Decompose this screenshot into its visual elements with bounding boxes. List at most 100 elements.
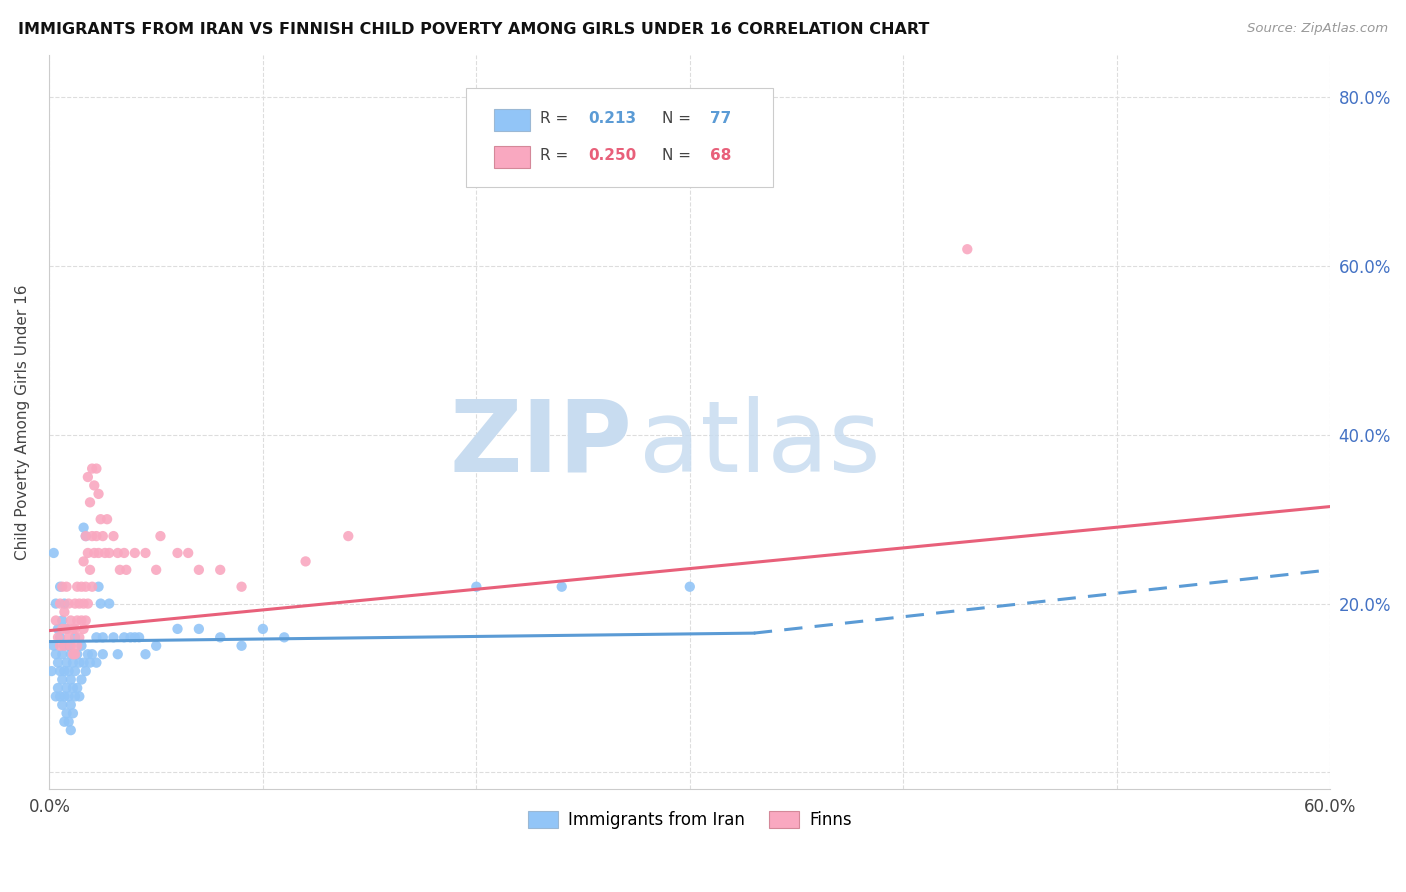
Point — [63, 631, 86, 645]
Point — [149, 529, 172, 543]
Point — [66, 681, 89, 695]
Text: Source: ZipAtlas.com: Source: ZipAtlas.com — [1247, 22, 1388, 36]
Point — [66, 614, 89, 628]
Point — [124, 546, 146, 560]
Point — [67, 597, 90, 611]
Text: IMMIGRANTS FROM IRAN VS FINNISH CHILD POVERTY AMONG GIRLS UNDER 16 CORRELATION C: IMMIGRANTS FROM IRAN VS FINNISH CHILD PO… — [18, 22, 929, 37]
Point — [82, 461, 104, 475]
Point — [231, 639, 253, 653]
Point — [87, 580, 110, 594]
Point — [107, 546, 129, 560]
Point — [45, 647, 67, 661]
Text: R =: R = — [540, 112, 574, 127]
Point — [79, 495, 101, 509]
Point — [79, 563, 101, 577]
Text: 0.250: 0.250 — [589, 148, 637, 162]
Legend: Immigrants from Iran, Finns: Immigrants from Iran, Finns — [520, 805, 859, 836]
Point — [134, 647, 156, 661]
Point — [45, 690, 67, 704]
Point — [46, 681, 69, 695]
Point — [75, 664, 97, 678]
Point — [51, 698, 73, 712]
Point — [62, 622, 84, 636]
Point — [90, 597, 112, 611]
Point — [51, 673, 73, 687]
Point — [76, 470, 98, 484]
Point — [49, 690, 72, 704]
Text: R =: R = — [540, 148, 574, 162]
Point — [49, 597, 72, 611]
Point — [91, 529, 114, 543]
Point — [72, 554, 94, 568]
Point — [51, 647, 73, 661]
Point — [124, 631, 146, 645]
Point — [86, 529, 108, 543]
Point — [551, 580, 574, 594]
Point — [46, 631, 69, 645]
Point — [145, 639, 167, 653]
Point — [72, 656, 94, 670]
Point — [83, 478, 105, 492]
Text: 77: 77 — [710, 112, 731, 127]
Point — [86, 656, 108, 670]
Point — [72, 597, 94, 611]
Point — [62, 656, 84, 670]
Point — [59, 647, 82, 661]
Point — [63, 690, 86, 704]
Point — [59, 673, 82, 687]
Point — [63, 597, 86, 611]
Point — [96, 512, 118, 526]
Point — [82, 647, 104, 661]
Point — [70, 614, 93, 628]
Point — [53, 597, 76, 611]
Point — [62, 681, 84, 695]
Point — [45, 614, 67, 628]
Point — [75, 580, 97, 594]
Point — [58, 631, 80, 645]
Point — [45, 597, 67, 611]
Point — [76, 647, 98, 661]
Point — [87, 546, 110, 560]
Point — [55, 622, 77, 636]
Point — [86, 461, 108, 475]
Point — [79, 656, 101, 670]
Point — [294, 554, 316, 568]
Point — [75, 529, 97, 543]
Point — [59, 698, 82, 712]
Point — [112, 631, 135, 645]
Text: 68: 68 — [710, 148, 731, 162]
FancyBboxPatch shape — [465, 88, 773, 187]
Text: 0.213: 0.213 — [589, 112, 637, 127]
Point — [58, 664, 80, 678]
Point — [209, 563, 232, 577]
Point — [98, 597, 121, 611]
Text: ZIP: ZIP — [450, 396, 633, 492]
Point — [72, 521, 94, 535]
Point — [70, 673, 93, 687]
Point — [67, 690, 90, 704]
FancyBboxPatch shape — [494, 145, 530, 168]
Point — [187, 622, 209, 636]
Point — [87, 487, 110, 501]
Point — [112, 546, 135, 560]
Point — [49, 664, 72, 678]
FancyBboxPatch shape — [494, 110, 530, 131]
Point — [70, 639, 93, 653]
Text: N =: N = — [662, 148, 696, 162]
Point — [55, 681, 77, 695]
Point — [82, 529, 104, 543]
Point — [108, 563, 131, 577]
Point — [75, 529, 97, 543]
Point — [53, 664, 76, 678]
Point — [58, 690, 80, 704]
Point — [55, 580, 77, 594]
Point — [55, 706, 77, 721]
Point — [166, 622, 188, 636]
Point — [103, 631, 125, 645]
Point — [42, 639, 65, 653]
Point — [55, 622, 77, 636]
Text: atlas: atlas — [638, 396, 880, 492]
Point — [63, 622, 86, 636]
Point — [103, 529, 125, 543]
Point — [72, 622, 94, 636]
